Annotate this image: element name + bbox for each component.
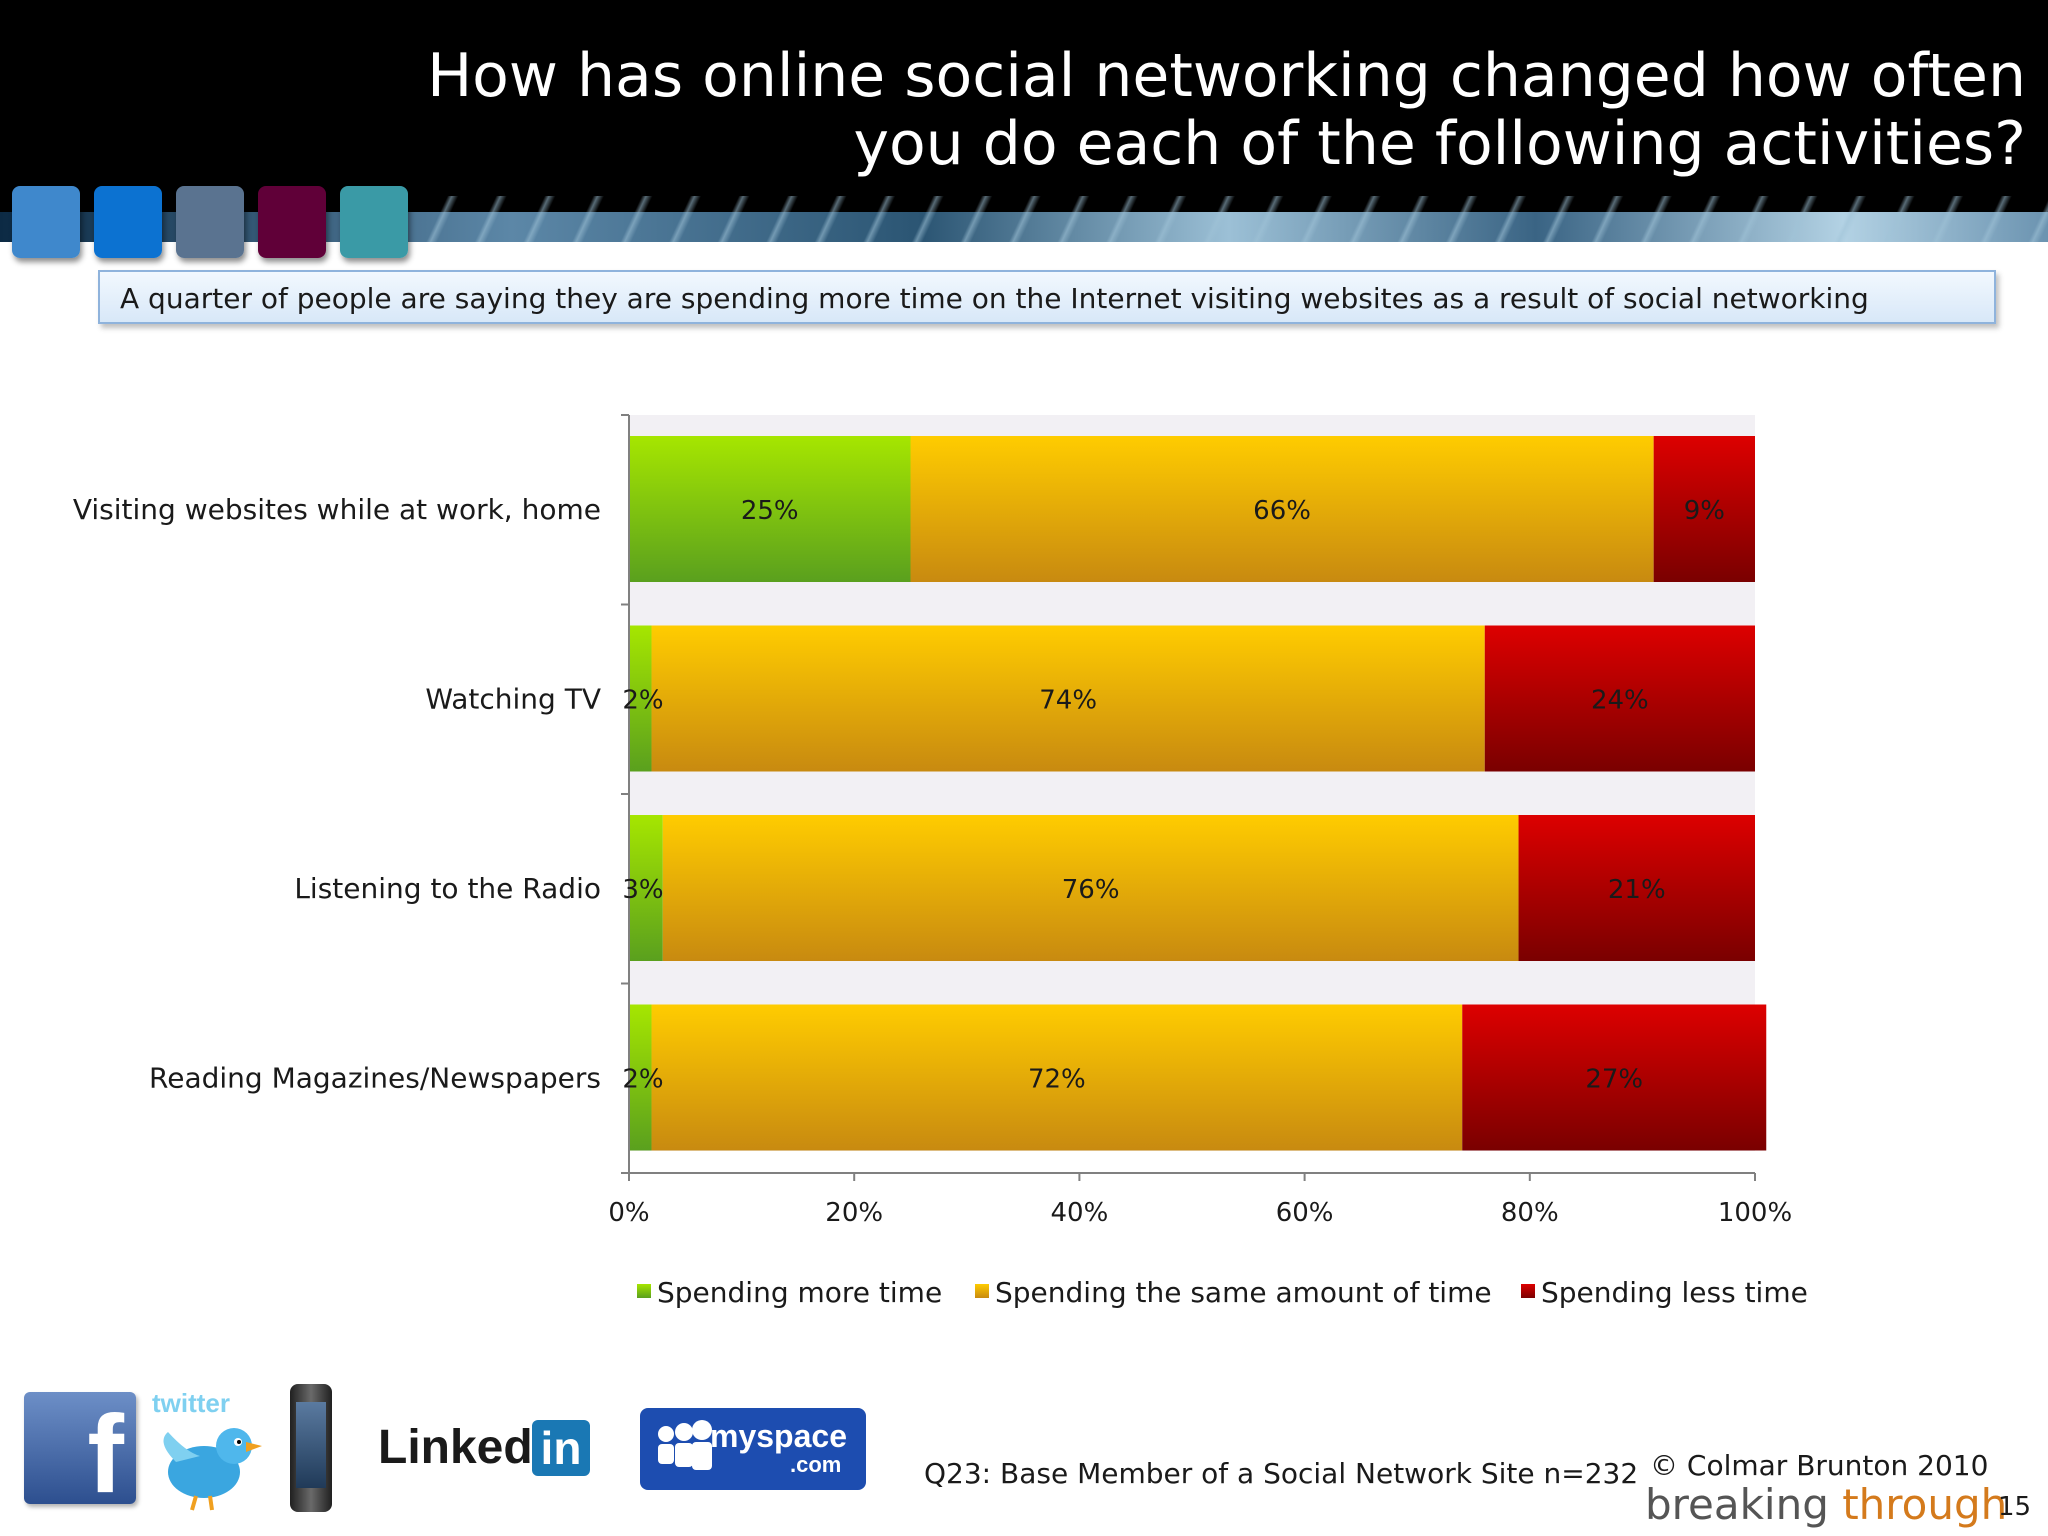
data-label: 2% (622, 1065, 663, 1095)
twitter-logo-text: twitter (152, 1388, 230, 1418)
bar-segment (629, 815, 663, 961)
slide-title-line-1: How has online social networking changed… (427, 41, 2026, 111)
legend-swatch (1521, 1284, 1535, 1298)
decor-square-4 (258, 186, 326, 258)
bar-segment (662, 815, 1519, 961)
linkedin-logo-in: in (532, 1420, 590, 1476)
x-tick-label: 40% (1051, 1198, 1109, 1228)
facebook-logo-letter: f (87, 1393, 124, 1516)
category-label: Listening to the Radio (294, 872, 601, 905)
data-label: 66% (1253, 496, 1311, 526)
myspace-logo-text: myspace (710, 1418, 847, 1454)
myspace-people-icon (658, 1420, 712, 1470)
slide-title: How has online social networking changed… (426, 42, 2026, 178)
decor-square-1 (12, 186, 80, 258)
data-label: 21% (1608, 875, 1666, 905)
decor-square-2 (94, 186, 162, 258)
bar-segment (1462, 1004, 1767, 1151)
data-label: 25% (741, 496, 799, 526)
category-label: Reading Magazines/Newspapers (149, 1062, 601, 1095)
header-decor-stripes (410, 196, 2048, 242)
iphone-screen (296, 1402, 326, 1488)
linkedin-logo-text: Linked (378, 1421, 533, 1474)
data-label: 27% (1585, 1065, 1643, 1095)
page-number: 15 (1998, 1492, 2032, 1522)
data-label: 24% (1591, 686, 1649, 716)
legend-label: Spending the same amount of time (995, 1276, 1492, 1309)
twitter-logo: twitter (146, 1388, 266, 1512)
data-label: 9% (1684, 496, 1725, 526)
brand-word-breaking: breaking (1645, 1480, 1829, 1529)
data-label: 76% (1062, 875, 1120, 905)
category-label: Visiting websites while at work, home (73, 493, 601, 526)
stacked-bar-chart: 0% 20% 40% 60% 80% 100% 25% 66% 9% Visiting webs… (73, 414, 1808, 1309)
twitter-bird-icon (163, 1428, 262, 1511)
brand-tagline: breaking through (1645, 1480, 2007, 1529)
facebook-logo: f (24, 1392, 136, 1510)
category-label: Watching TV (425, 683, 601, 716)
bar-segment (629, 436, 911, 582)
decor-square-5 (340, 186, 408, 258)
x-tick-label: 20% (825, 1198, 883, 1228)
x-tick-label: 60% (1276, 1198, 1334, 1228)
bar-segment (651, 1004, 1463, 1151)
bar-segment (1653, 436, 1755, 582)
base-note: Q23: Base Member of a Social Network Sit… (924, 1457, 1639, 1490)
header-bar: How has online social networking changed… (0, 0, 2048, 212)
copyright-note: © Colmar Brunton 2010 (1650, 1449, 1989, 1482)
iphone-logo (290, 1384, 332, 1512)
data-label: 3% (622, 875, 663, 905)
slide-title-line-2: you do each of the following activities? (853, 109, 2026, 179)
bar-segment (1518, 815, 1755, 961)
bar-segment (1484, 625, 1755, 772)
data-label: 2% (622, 686, 663, 716)
data-label: 74% (1039, 686, 1097, 716)
brand-word-through: through (1842, 1480, 2008, 1529)
decor-square-3 (176, 186, 244, 258)
legend-swatch (975, 1284, 989, 1298)
myspace-logo: myspace .com (640, 1408, 866, 1490)
x-tick-label: 0% (608, 1198, 649, 1228)
bar-segment (629, 1004, 652, 1151)
legend-swatch (637, 1284, 651, 1298)
x-tick-label: 100% (1718, 1198, 1792, 1228)
key-finding-text: A quarter of people are saying they are … (120, 282, 1869, 315)
key-finding-box: A quarter of people are saying they are … (98, 270, 1996, 324)
bar-segment (629, 625, 652, 772)
x-tick-label: 80% (1501, 1198, 1559, 1228)
legend-label: Spending more time (657, 1276, 942, 1309)
data-label: 72% (1028, 1065, 1086, 1095)
linkedin-logo: Linked in (378, 1418, 608, 1482)
bar-segment (651, 625, 1485, 772)
myspace-logo-com: .com (790, 1452, 842, 1477)
bar-segment (910, 436, 1654, 582)
legend-label: Spending less time (1541, 1276, 1808, 1309)
